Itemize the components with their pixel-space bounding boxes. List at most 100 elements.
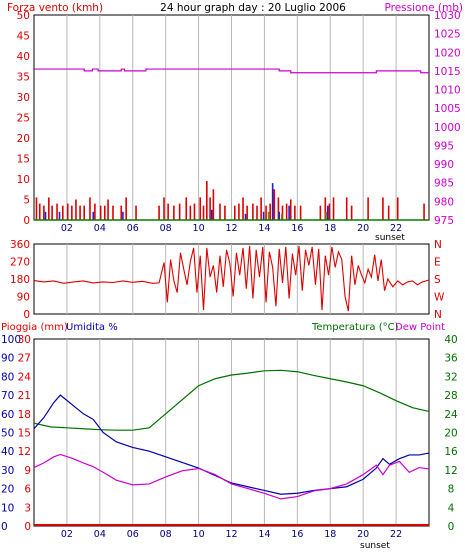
rain-tick-label: 0 xyxy=(24,521,31,533)
wind-speed-tick-label: 40 xyxy=(17,51,30,63)
hour-tick-label: 14 xyxy=(258,529,270,540)
humidity-tick-label: 30 xyxy=(1,465,14,477)
humidity-line xyxy=(33,394,430,495)
direction-degree-label: 180 xyxy=(10,274,30,286)
pressure-tick-label: 1010 xyxy=(434,85,461,97)
humidity-tick-label: 40 xyxy=(1,446,14,458)
temperature-line xyxy=(33,369,430,431)
wind-axis-title: Forza vento (kmh) xyxy=(7,2,103,14)
hour-tick-label: 22 xyxy=(390,223,402,234)
pressure-tick-label: 1020 xyxy=(434,47,461,59)
humidity-tick-label: 90 xyxy=(1,353,14,365)
direction-degree-label: 90 xyxy=(17,292,30,304)
rain-tick-label: 24 xyxy=(18,371,32,383)
pressure-line xyxy=(34,68,429,74)
pressure-tick-label: 985 xyxy=(434,178,454,190)
hour-tick-label: 12 xyxy=(225,223,237,234)
rain-tick-label: 12 xyxy=(18,446,31,458)
pressure-tick-label: 1015 xyxy=(434,66,461,78)
humidity-tick-label: 10 xyxy=(1,502,14,514)
humidity-tick-label: 50 xyxy=(1,428,14,440)
wind-direction-degree-labels: 0 90 180 270 360 xyxy=(10,239,30,321)
rain-tick-label: 30 xyxy=(18,334,31,346)
rain-tick-label: 18 xyxy=(18,409,31,421)
hour-tick-label: 10 xyxy=(193,223,205,234)
wind-speed-tick-label: 10 xyxy=(17,174,30,186)
temperature-tick-label: 20 xyxy=(444,428,457,440)
wind-speed-tick-label: 15 xyxy=(17,154,30,166)
humidity-tick-labels: 0 10 20 30 40 50 60 70 80 90 100 xyxy=(1,334,21,533)
rain-tick-label: 6 xyxy=(24,484,31,496)
hour-tick-label: 22 xyxy=(390,529,402,540)
hour-tick-label: 02 xyxy=(61,223,73,234)
compass-label: N xyxy=(434,309,442,321)
hour-tick-label: 18 xyxy=(324,223,336,234)
temperature-tick-label: 16 xyxy=(444,446,458,458)
wind-pressure-gridlines xyxy=(66,15,397,220)
hour-tick-label: 12 xyxy=(225,529,237,540)
pressure-tick-label: 980 xyxy=(434,196,454,208)
pressure-axis-title: Pressione (mb) xyxy=(384,2,463,14)
temperature-tick-labels: 0 4 8 12 16 20 24 28 32 36 40 xyxy=(444,334,458,533)
rain-tick-label: 21 xyxy=(18,390,31,402)
pressure-tick-labels: 975 980 985 990 995 1000 1005 1010 1015 1020 1025 1… xyxy=(434,10,461,227)
hour-tick-label: 16 xyxy=(291,529,303,540)
temperature-tick-label: 28 xyxy=(444,390,457,402)
chart-title: 24 hour graph day : 20 Luglio 2006 xyxy=(160,2,346,14)
humidity-tick-label: 20 xyxy=(1,484,14,496)
temperature-tick-label: 40 xyxy=(444,334,457,346)
wind-speed-tick-label: 5 xyxy=(23,195,30,207)
rain-axis-title: Pioggia (mm) xyxy=(1,322,68,333)
rain-tick-label: 3 xyxy=(24,502,31,514)
dewpoint-line xyxy=(33,453,430,500)
rain-tick-label: 27 xyxy=(18,353,31,365)
rain-tick-labels: 0 3 6 9 12 15 18 21 24 27 30 xyxy=(18,334,32,533)
wind-speed-tick-label: 25 xyxy=(17,113,30,125)
wind-speed-tick-labels: 0 5 10 15 20 25 30 35 40 45 50 xyxy=(17,10,30,227)
hour-tick-label: 18 xyxy=(324,529,336,540)
hour-tick-label: 02 xyxy=(61,529,73,540)
compass-label: W xyxy=(434,292,445,304)
pressure-tick-label: 1025 xyxy=(434,29,461,41)
wind-speed-tick-label: 30 xyxy=(17,92,30,104)
humidity-tick-label: 80 xyxy=(1,371,14,383)
temperature-tick-label: 24 xyxy=(444,409,458,421)
temperature-humidity-gridlines xyxy=(66,339,397,526)
temperature-axis-title: Temperatura (°C) xyxy=(311,322,399,333)
wind-speed-bars xyxy=(35,181,425,220)
humidity-tick-label: 0 xyxy=(1,521,8,533)
dewpoint-axis-title: Dew Point xyxy=(395,322,445,333)
pressure-tick-label: 1005 xyxy=(434,103,461,115)
pressure-tick-label: 1000 xyxy=(434,122,461,134)
temperature-tick-label: 12 xyxy=(444,465,457,477)
temperature-tick-label: 0 xyxy=(448,521,455,533)
hour-tick-label: 08 xyxy=(160,529,172,540)
sunset-label-bottom: sunset xyxy=(360,541,390,551)
pressure-tick-label: 995 xyxy=(434,140,454,152)
direction-degree-label: 0 xyxy=(23,309,30,321)
sunset-label-top: sunset xyxy=(375,233,405,243)
humidity-tick-label: 70 xyxy=(1,390,14,402)
hour-tick-label: 08 xyxy=(160,223,172,234)
temperature-tick-label: 32 xyxy=(444,371,457,383)
temperature-tick-label: 36 xyxy=(444,353,458,365)
compass-label: E xyxy=(434,257,441,269)
rain-tick-label: 9 xyxy=(24,465,31,477)
hour-tick-label: 04 xyxy=(94,529,106,540)
hour-tick-label: 20 xyxy=(357,529,369,540)
rain-tick-label: 15 xyxy=(18,428,31,440)
wind-speed-tick-label: 0 xyxy=(23,215,30,227)
wind-speed-tick-label: 20 xyxy=(17,133,30,145)
hour-tick-label: 06 xyxy=(127,529,139,540)
top-hour-tick-labels: 02 04 06 08 10 12 14 16 18 20 22 xyxy=(61,223,402,234)
direction-degree-label: 360 xyxy=(10,239,30,251)
wind-direction-line xyxy=(33,245,430,312)
humidity-tick-label: 100 xyxy=(1,334,21,346)
hour-tick-label: 04 xyxy=(94,223,106,234)
hour-tick-label: 20 xyxy=(357,223,369,234)
